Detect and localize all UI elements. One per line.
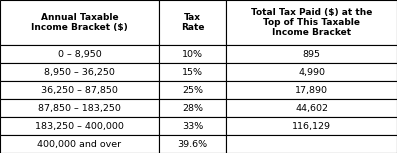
Bar (159, 135, 226, 153)
Text: 400,000 and over: 400,000 and over (37, 140, 121, 149)
Bar (226, 45, 397, 63)
Bar (0, 45, 159, 63)
Bar (159, 117, 226, 135)
Text: 10%: 10% (182, 50, 203, 59)
Text: Annual Taxable
Income Bracket ($): Annual Taxable Income Bracket ($) (31, 13, 128, 32)
Bar (159, 45, 226, 63)
Text: 39.6%: 39.6% (177, 140, 208, 149)
Bar (159, 81, 226, 99)
Text: 28%: 28% (182, 104, 203, 113)
Text: 33%: 33% (182, 121, 203, 131)
Bar (0, 135, 159, 153)
Bar (226, 117, 397, 135)
Text: 36,250 – 87,850: 36,250 – 87,850 (41, 86, 118, 95)
Bar (0, 81, 159, 99)
Text: 87,850 – 183,250: 87,850 – 183,250 (38, 104, 121, 113)
Text: 0 – 8,950: 0 – 8,950 (58, 50, 101, 59)
Bar (159, 0, 226, 45)
Text: 4,990: 4,990 (298, 68, 325, 77)
Bar (226, 135, 397, 153)
Text: 116,129: 116,129 (292, 121, 331, 131)
Text: Total Tax Paid ($) at the
Top of This Taxable
Income Bracket: Total Tax Paid ($) at the Top of This Ta… (251, 8, 372, 37)
Text: Tax
Rate: Tax Rate (181, 13, 204, 32)
Bar (0, 0, 159, 45)
Bar (226, 63, 397, 81)
Bar (226, 0, 397, 45)
Text: 183,250 – 400,000: 183,250 – 400,000 (35, 121, 124, 131)
Text: 8,950 – 36,250: 8,950 – 36,250 (44, 68, 115, 77)
Bar (159, 63, 226, 81)
Text: 17,890: 17,890 (295, 86, 328, 95)
Bar (0, 117, 159, 135)
Text: 895: 895 (303, 50, 321, 59)
Bar (226, 81, 397, 99)
Bar (159, 99, 226, 117)
Text: 15%: 15% (182, 68, 203, 77)
Text: 25%: 25% (182, 86, 203, 95)
Bar (226, 99, 397, 117)
Bar (0, 99, 159, 117)
Text: 44,602: 44,602 (295, 104, 328, 113)
Bar (0, 63, 159, 81)
